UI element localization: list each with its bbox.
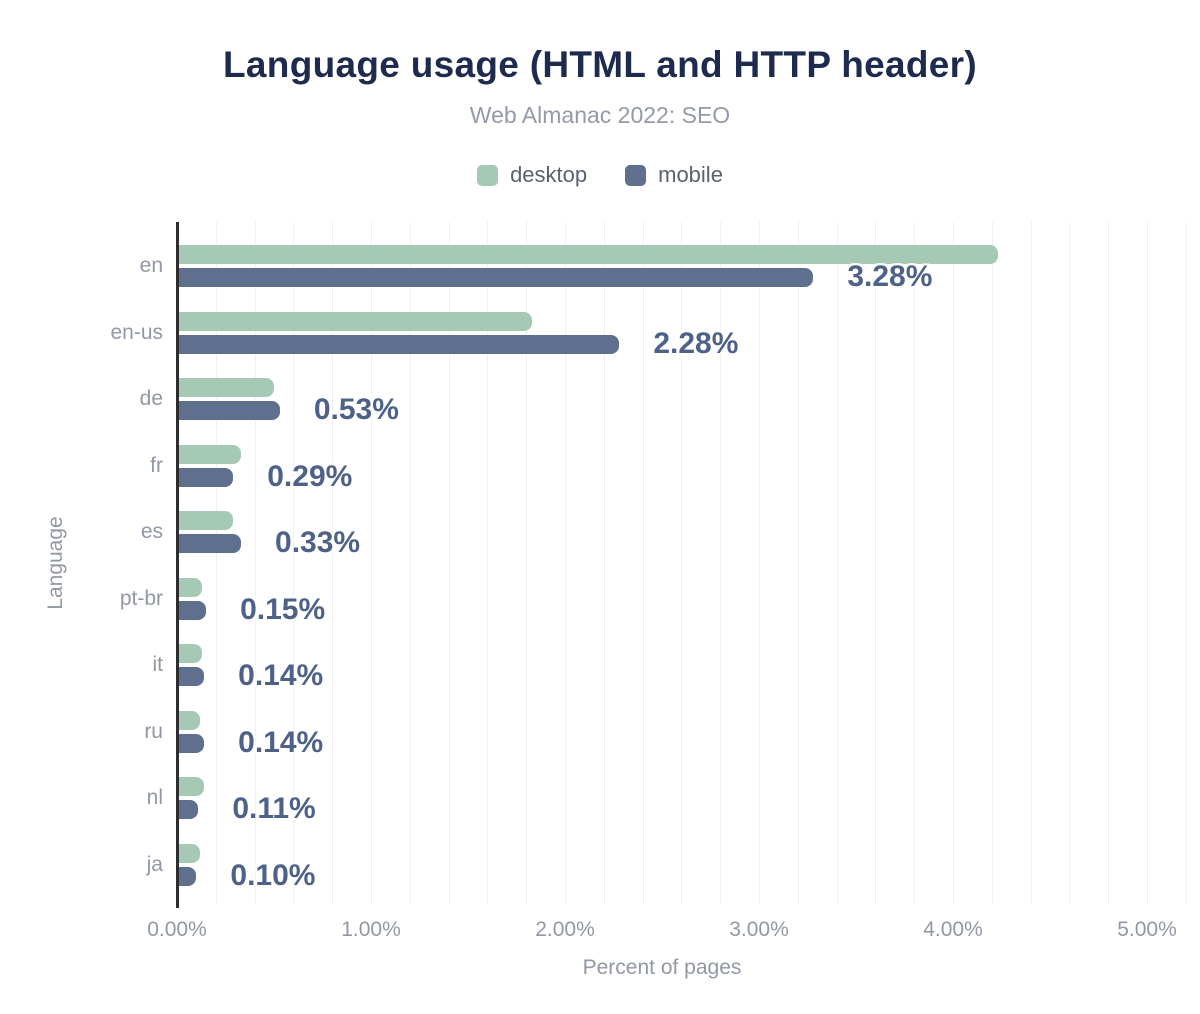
bar-desktop-en <box>179 245 998 264</box>
gridline <box>1108 222 1110 905</box>
gridline <box>526 222 528 905</box>
bar-mobile-de <box>179 401 280 420</box>
gridline <box>215 222 217 905</box>
bar-mobile-ru <box>179 733 205 753</box>
gridline <box>1030 222 1032 905</box>
bar-mobile-en <box>179 268 814 287</box>
value-label-en: 3.28% <box>847 260 933 293</box>
gridline <box>487 222 489 905</box>
bar-mobile-ja <box>179 866 197 886</box>
gridline <box>293 222 295 905</box>
gridline <box>914 222 916 905</box>
category-label-pt-br: pt-br <box>119 586 163 610</box>
value-label-ja: 0.10% <box>230 858 316 892</box>
gridline <box>875 222 877 905</box>
value-label-nl: 0.11% <box>232 792 316 825</box>
value-label-ru: 0.14% <box>238 725 324 759</box>
gridline <box>681 222 683 905</box>
legend-label-desktop: desktop <box>510 162 588 187</box>
gridline <box>254 222 256 905</box>
category-label-ja: ja <box>146 852 163 876</box>
x-tick-label-3.00%: 3.00% <box>729 918 789 941</box>
x-tick-label-4.00%: 4.00% <box>923 918 983 941</box>
category-label-fr: fr <box>150 453 163 477</box>
chart-subtitle: Web Almanac 2022: SEO <box>469 102 731 128</box>
mobile-swatch-icon <box>625 164 647 186</box>
gridline <box>720 222 722 905</box>
bar-mobile-fr <box>179 467 234 487</box>
chart-title: Language usage (HTML and HTTP header) <box>223 44 977 85</box>
value-label-it: 0.14% <box>238 659 324 692</box>
bar-desktop-es <box>179 511 234 530</box>
legend-item-mobile: mobile <box>625 162 723 188</box>
y-axis-line <box>176 222 179 908</box>
x-axis-title: Percent of pages <box>582 956 742 979</box>
gridline <box>953 222 954 905</box>
gridline <box>448 222 450 905</box>
category-label-en-us: en-us <box>110 320 163 344</box>
bar-desktop-de <box>179 378 274 397</box>
gridline <box>1185 222 1187 905</box>
category-label-ru: ru <box>144 719 163 743</box>
gridline <box>565 222 566 905</box>
gridline <box>371 222 372 905</box>
legend-item-desktop: desktop <box>477 162 587 188</box>
bar-mobile-en-us <box>179 334 620 354</box>
gridline <box>836 222 838 905</box>
category-label-en: en <box>139 254 163 277</box>
category-label-es: es <box>140 520 163 543</box>
x-tick-label-5.00%: 5.00% <box>1117 918 1177 941</box>
y-axis-title: Language <box>44 516 67 610</box>
bar-desktop-ja <box>179 843 201 863</box>
bar-desktop-ru <box>179 710 201 730</box>
bar-mobile-it <box>179 667 205 686</box>
value-label-en-us: 2.28% <box>653 326 739 360</box>
value-label-de: 0.53% <box>313 393 399 426</box>
x-tick-label-1.00%: 1.00% <box>341 918 401 941</box>
gridline <box>332 222 334 905</box>
gridline <box>797 222 799 905</box>
legend-label-mobile: mobile <box>658 162 723 187</box>
gridline <box>1147 222 1148 905</box>
bar-desktop-fr <box>179 444 242 464</box>
bar-mobile-es <box>179 534 242 553</box>
gridline <box>991 222 993 905</box>
x-tick-label-0.00%: 0.00% <box>147 918 207 941</box>
gridline <box>409 222 411 905</box>
gridline <box>603 222 605 905</box>
desktop-swatch-icon <box>477 164 499 186</box>
bar-mobile-nl <box>179 800 199 819</box>
gridline <box>642 222 644 905</box>
value-label-pt-br: 0.15% <box>240 592 326 626</box>
bar-desktop-it <box>179 644 203 663</box>
legend: desktop mobile <box>0 162 1200 188</box>
bar-desktop-pt-br <box>179 577 203 597</box>
bar-desktop-en-us <box>179 311 533 331</box>
category-label-it: it <box>152 653 164 676</box>
gridline <box>759 222 760 905</box>
gridline <box>1069 222 1071 905</box>
category-label-nl: nl <box>146 786 163 809</box>
bar-mobile-pt-br <box>179 600 207 620</box>
x-tick-label-2.00%: 2.00% <box>535 918 595 941</box>
category-label-de: de <box>139 387 163 410</box>
plot-area: en 3.28% en-us 2.28% de 0.53% fr 0.29% es 0.33% pt… <box>110 222 1190 908</box>
value-label-es: 0.33% <box>275 526 361 559</box>
bar-desktop-nl <box>179 777 205 796</box>
value-label-fr: 0.29% <box>267 459 353 493</box>
